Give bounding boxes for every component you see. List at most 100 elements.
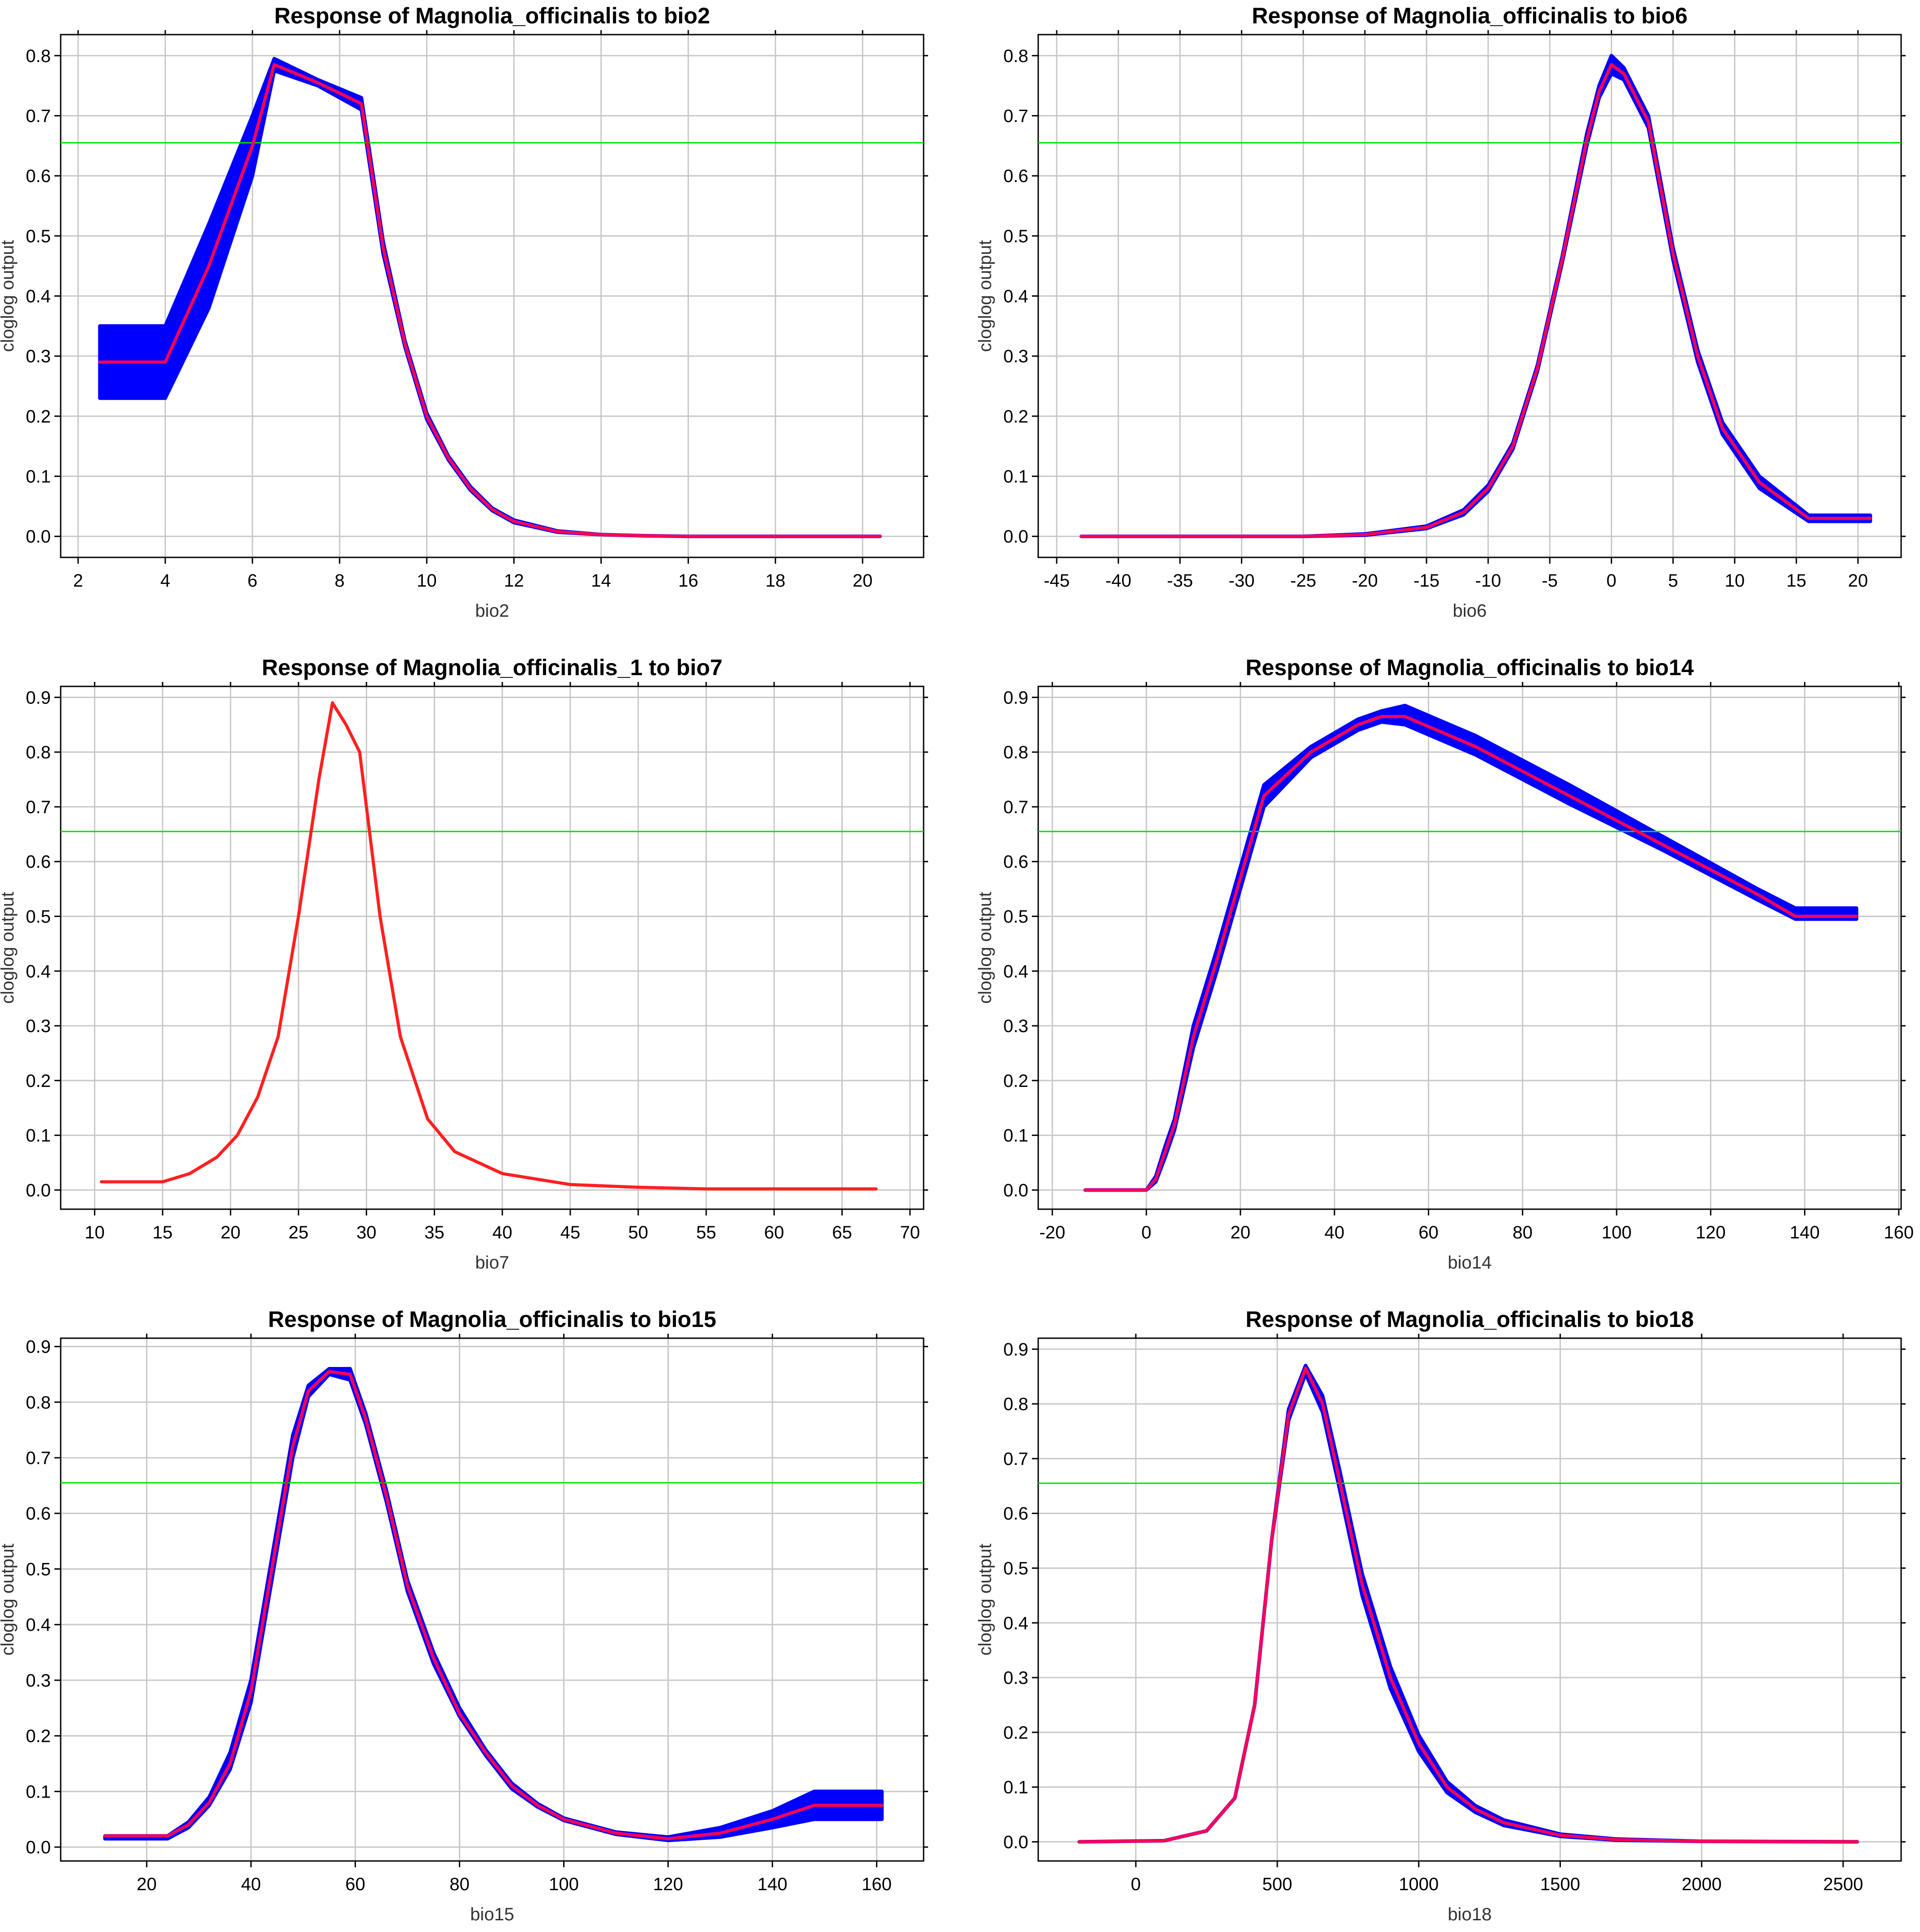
x-tick-label: 20 [137,1874,157,1894]
x-tick-label: 20 [221,1223,241,1242]
chart-title: Response of Magnolia_officinalis_1 to bi… [262,655,722,680]
x-tick-label: -25 [1290,571,1316,591]
x-tick-label: 1000 [1399,1874,1439,1894]
x-tick-label: 65 [832,1223,852,1242]
x-tick-label: -20 [1352,571,1378,591]
x-tick-label: 25 [289,1223,309,1242]
x-axis-label: bio7 [475,1253,509,1273]
y-tick-label: 0.8 [1003,1394,1028,1414]
x-tick-label: 500 [1262,1874,1293,1894]
y-tick-label: 0.9 [26,1337,51,1357]
x-tick-label: 100 [1602,1223,1632,1242]
x-tick-label: 20 [853,571,873,591]
y-axis-label: cloglog output [975,240,995,352]
y-tick-label: 0.4 [26,962,51,981]
x-tick-label: 15 [1787,571,1807,591]
x-tick-label: 14 [591,571,611,591]
response-curve [103,1370,884,1840]
x-tick-label: 160 [1884,1223,1914,1242]
x-tick-label: 70 [900,1223,920,1242]
x-tick-label: 18 [765,571,786,591]
y-tick-label: 0.0 [26,1838,51,1857]
chart-title: Response of Magnolia_officinalis to bio1… [1245,655,1694,680]
response-curve [1077,1367,1859,1843]
y-tick-label: 0.1 [26,1126,51,1146]
plot-area [1038,703,1901,1192]
y-tick-label: 0.4 [1003,962,1028,981]
x-tick-label: 10 [1724,571,1745,591]
chart-panel-3: Response of Magnolia_officinalis_1 to bi… [0,655,928,1273]
y-tick-label: 0.1 [1003,1778,1028,1798]
x-axis-label: bio14 [1448,1253,1492,1273]
x-tick-label: 20 [1848,571,1868,591]
y-tick-label: 0.6 [26,852,51,872]
y-tick-label: 0.2 [26,407,51,427]
x-tick-label: 0 [1131,1874,1141,1894]
y-tick-label: 0.5 [1003,907,1028,926]
x-tick-label: 5 [1668,571,1678,591]
x-tick-label: -10 [1475,571,1501,591]
y-axis-label: cloglog output [0,240,18,352]
x-tick-label: 100 [549,1874,579,1894]
x-tick-label: 10 [84,1223,105,1242]
x-axis-label: bio18 [1448,1905,1492,1924]
chart-title: Response of Magnolia_officinalis to bio2 [274,3,710,28]
x-tick-label: 30 [356,1223,377,1242]
y-tick-label: 0.0 [1003,1180,1028,1200]
x-tick-label: -15 [1413,571,1440,591]
plot-frame [60,1337,924,1862]
x-tick-label: 60 [764,1223,784,1242]
x-tick-label: 120 [1696,1223,1726,1242]
y-tick-label: 0.0 [1003,1832,1028,1852]
y-tick-label: 0.7 [26,106,51,126]
y-tick-label: 0.4 [1003,287,1028,307]
x-tick-label: 40 [1324,1223,1345,1242]
y-tick-label: 0.4 [1003,1613,1028,1633]
confidence-band [1083,703,1858,1192]
x-tick-label: 140 [757,1874,787,1894]
chart-title: Response of Magnolia_officinalis to bio1… [268,1307,716,1332]
x-tick-label: 140 [1790,1223,1820,1242]
y-tick-label: 0.2 [26,1071,51,1091]
x-tick-label: -20 [1039,1223,1065,1242]
y-tick-label: 0.4 [26,1615,51,1635]
response-curve [1080,63,1872,538]
y-tick-label: 0.4 [26,287,51,307]
y-tick-label: 0.9 [1003,688,1028,708]
plot-area [61,1367,924,1843]
y-tick-label: 0.5 [26,907,51,926]
x-tick-label: 35 [424,1223,444,1242]
x-tick-label: 8 [334,571,344,591]
y-tick-label: 0.9 [26,688,51,708]
y-tick-label: 0.0 [1003,527,1028,547]
y-tick-label: 0.7 [1003,797,1028,817]
x-tick-label: 60 [1418,1223,1439,1242]
y-tick-label: 0.5 [26,227,51,246]
x-tick-label: 2000 [1682,1874,1722,1894]
y-axis-label: cloglog output [975,892,995,1004]
x-tick-label: 40 [241,1874,261,1894]
x-tick-label: 50 [628,1223,649,1242]
plot-area [1038,1363,1901,1844]
x-tick-label: 10 [417,571,437,591]
y-tick-label: 0.6 [1003,852,1028,872]
y-tick-label: 0.2 [1003,1723,1028,1743]
chart-panel-2: Response of Magnolia_officinalis to bio6… [975,3,1906,621]
y-axis-label: cloglog output [975,1544,995,1656]
x-tick-label: 80 [1512,1223,1533,1242]
plot-area [1038,53,1901,539]
x-axis-label: bio15 [470,1905,514,1924]
y-tick-label: 0.1 [26,467,51,487]
response-curve [1084,715,1858,1192]
confidence-band [1077,1363,1859,1844]
plot-area [61,57,924,539]
y-tick-label: 0.6 [1003,1504,1028,1524]
y-tick-label: 0.7 [1003,106,1028,126]
x-tick-label: 6 [248,571,258,591]
y-tick-label: 0.2 [26,1727,51,1746]
y-tick-label: 0.8 [26,46,51,66]
confidence-band [98,57,882,539]
x-tick-label: 4 [160,571,170,591]
x-tick-label: 120 [653,1874,683,1894]
y-tick-label: 0.1 [26,1782,51,1802]
